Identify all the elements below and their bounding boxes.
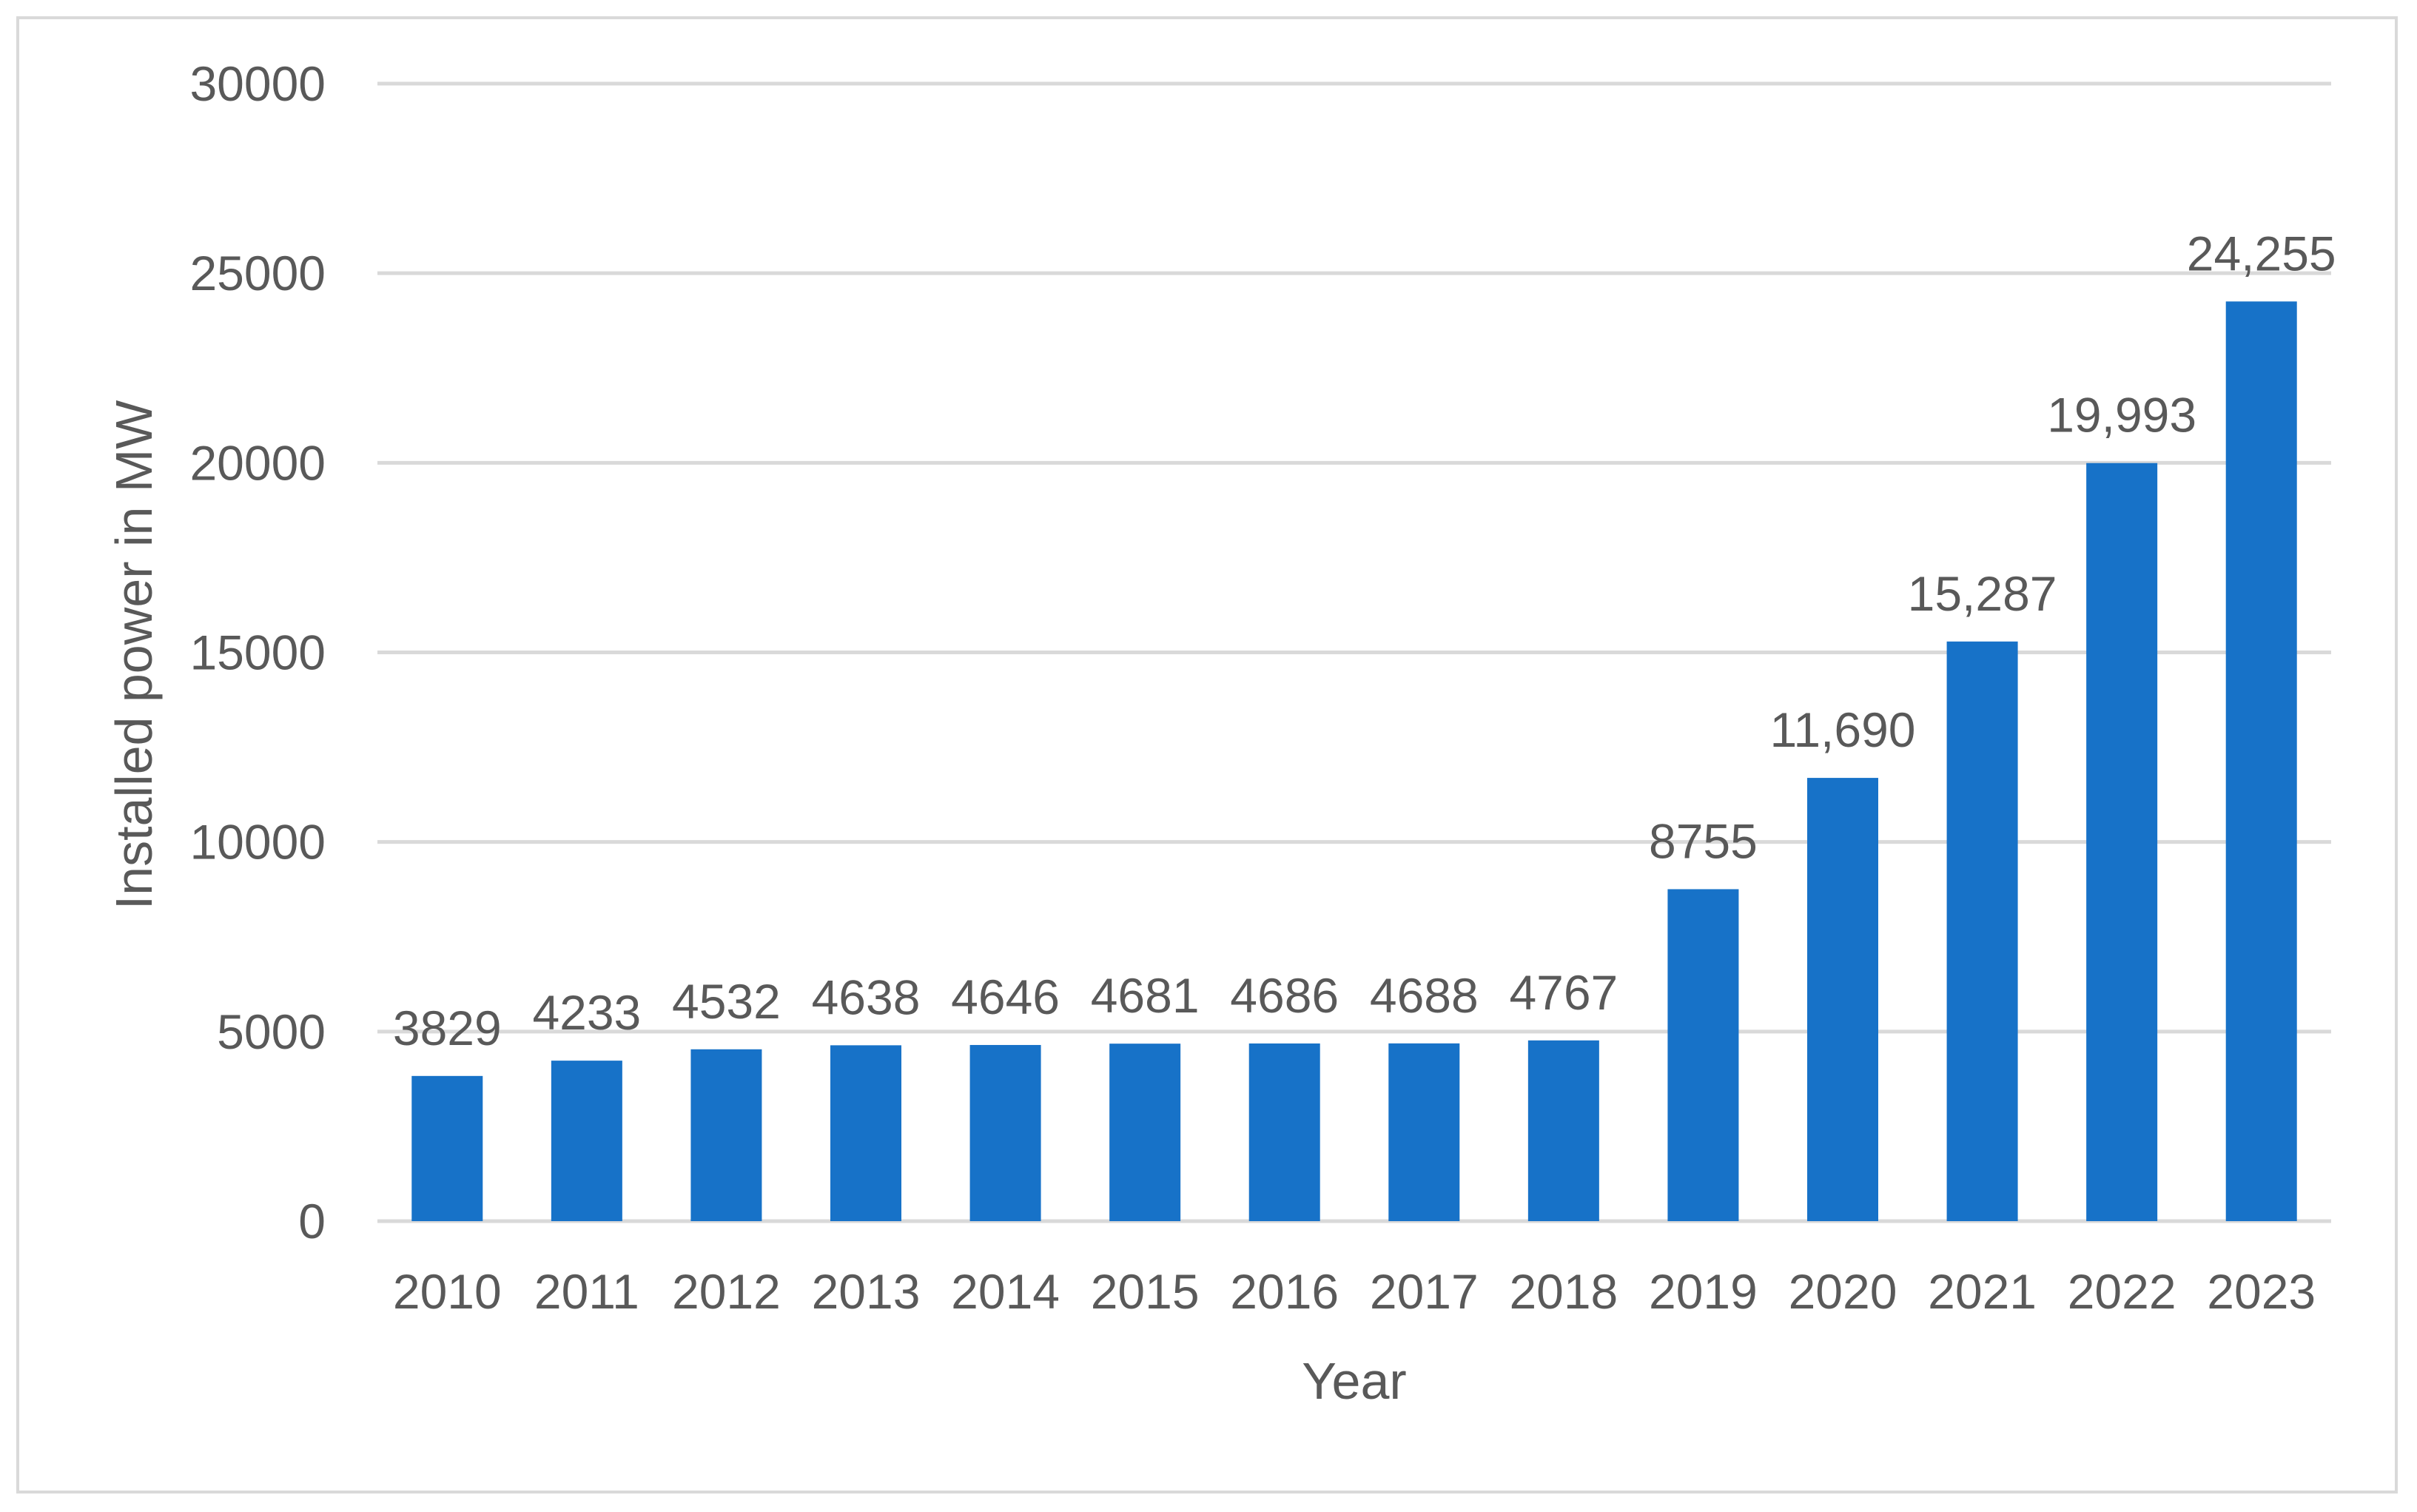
bar [690, 1049, 762, 1221]
bar [1667, 889, 1739, 1221]
bar [1109, 1044, 1181, 1221]
y-tick-label: 25000 [189, 246, 326, 300]
x-tick-label: 2015 [1091, 1264, 1200, 1319]
bars [411, 301, 2297, 1222]
x-tick-label: 2014 [951, 1264, 1060, 1319]
bar [411, 1075, 483, 1221]
bar [551, 1061, 622, 1221]
gridlines [377, 81, 2331, 1223]
bar [1388, 1043, 1460, 1221]
data-label: 19,993 [2047, 388, 2196, 443]
bar [969, 1044, 1041, 1221]
bar [2225, 301, 2297, 1222]
y-axis-ticks: 0 5000 10000 15000 20000 25000 30000 [189, 56, 326, 1249]
bar [1527, 1040, 1599, 1221]
y-tick-label: 5000 [217, 1004, 326, 1059]
data-label: 4686 [1230, 968, 1339, 1023]
bar [830, 1045, 901, 1221]
x-tick-label: 2012 [672, 1264, 781, 1319]
data-labels: 3829 4233 4532 4638 4646 4681 4686 4688 4767 8755… [393, 226, 2336, 1055]
data-label: 4688 [1370, 968, 1479, 1023]
x-axis-ticks: 2010 2011 2012 2013 2014 2015 2016 2017 2018 2019… [393, 1264, 2316, 1319]
data-label: 4646 [951, 970, 1060, 1024]
x-tick-label: 2013 [812, 1264, 921, 1319]
x-tick-label: 2022 [2068, 1264, 2176, 1319]
x-tick-label: 2010 [393, 1264, 502, 1319]
bar [2086, 463, 2158, 1222]
data-label: 4532 [672, 974, 781, 1029]
data-label: 3829 [393, 1001, 502, 1055]
bar [1807, 778, 1878, 1221]
x-tick-label: 2011 [534, 1264, 639, 1319]
y-tick-label: 15000 [189, 625, 326, 680]
bar [1248, 1043, 1320, 1221]
data-label: 24,255 [2187, 226, 2336, 280]
x-tick-label: 2019 [1649, 1264, 1758, 1319]
data-label: 4767 [1509, 965, 1618, 1020]
x-tick-label: 2021 [1928, 1264, 2037, 1319]
y-tick-label: 20000 [189, 435, 326, 490]
x-tick-label: 2017 [1370, 1264, 1479, 1319]
x-axis-title: Year [1302, 1352, 1406, 1410]
data-label: 4638 [812, 970, 921, 1024]
bar [1946, 641, 2018, 1221]
x-tick-label: 2023 [2207, 1264, 2316, 1319]
y-axis-title: Installed power in MW [105, 400, 163, 910]
x-tick-label: 2016 [1230, 1264, 1339, 1319]
y-tick-label: 10000 [189, 815, 326, 870]
x-tick-label: 2020 [1789, 1264, 1897, 1319]
data-label: 15,287 [1908, 566, 2057, 621]
y-tick-label: 30000 [189, 56, 326, 111]
y-tick-label: 0 [298, 1194, 326, 1249]
data-label: 4681 [1091, 968, 1200, 1023]
data-label: 11,690 [1770, 702, 1916, 757]
data-label: 4233 [532, 985, 641, 1040]
data-label: 8755 [1649, 813, 1758, 868]
x-tick-label: 2018 [1509, 1264, 1618, 1319]
